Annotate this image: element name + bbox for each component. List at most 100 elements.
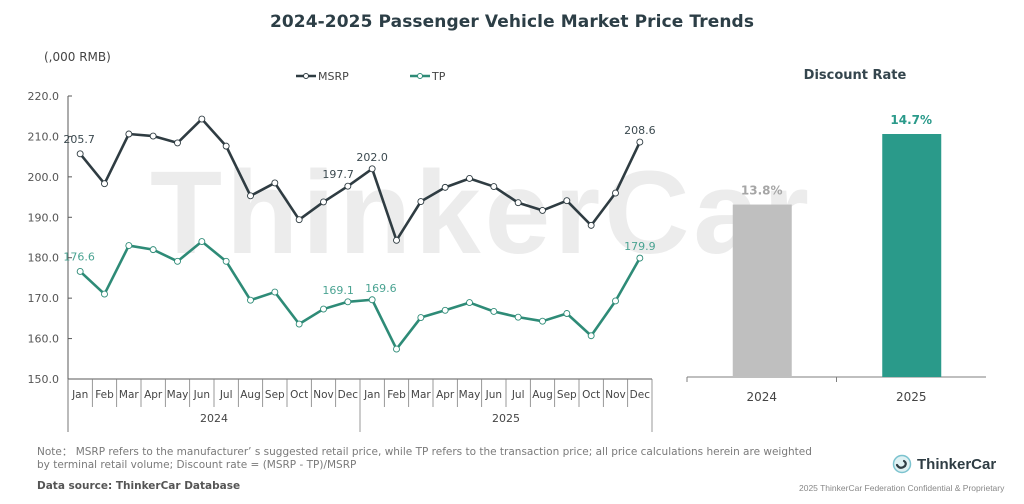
data-label: 169.6 (365, 282, 397, 295)
y-tick-label: 210.0 (28, 130, 60, 143)
legend-msrp-marker (303, 73, 309, 79)
x-tick-label: Jan (363, 389, 380, 401)
data-point (149, 246, 157, 254)
data-point (417, 198, 425, 205)
series-line-tp (79, 240, 641, 351)
data-point (368, 296, 376, 304)
x-tick-label: Dec (630, 389, 651, 401)
x-tick-label: Feb (95, 389, 114, 401)
data-point (514, 199, 522, 207)
legend-tp-marker (417, 73, 423, 79)
data-point (344, 182, 352, 190)
x-tick-label: Aug (240, 389, 261, 401)
data-point (101, 290, 108, 298)
data-label: 169.1 (322, 284, 354, 297)
series-line-msrp (79, 117, 642, 242)
x-tick-label: Oct (290, 389, 308, 401)
brand-name: ThinkerCar (917, 455, 997, 473)
bar-value-label: 13.8% (741, 184, 783, 198)
x-group-label: 2024 (200, 412, 228, 425)
data-point (125, 242, 133, 250)
data-label: 179.9 (624, 240, 656, 253)
data-point (466, 299, 473, 307)
data-point (563, 310, 571, 317)
data-point (222, 257, 230, 265)
x-tick-label: Jul (219, 389, 233, 401)
y-tick-label: 180.0 (28, 252, 60, 265)
data-point (393, 236, 400, 244)
y-axis-unit-label: (,000 RMB) (44, 50, 111, 64)
data-point (612, 189, 619, 197)
data-point (320, 305, 327, 313)
data-label: 208.6 (624, 124, 656, 137)
x-tick-label: Jul (511, 389, 525, 401)
x-tick-label: Mar (119, 389, 139, 401)
legend-item-msrp[interactable]: MSRP (296, 70, 349, 83)
legend-tp-label: TP (431, 70, 446, 83)
data-point (222, 142, 230, 150)
x-group-label: 2025 (492, 412, 520, 425)
data-label: 176.6 (63, 250, 95, 263)
bar-chart-title: Discount Rate (803, 68, 907, 83)
x-tick-label: Apr (144, 389, 163, 401)
x-tick-label: May (459, 389, 481, 401)
y-tick-label: 160.0 (28, 333, 60, 346)
data-point (587, 332, 595, 340)
y-tick-label: 150.0 (28, 373, 60, 386)
data-point (368, 165, 376, 173)
data-point (198, 115, 206, 123)
data-label: 205.7 (63, 133, 95, 146)
data-point (490, 183, 498, 191)
x-tick-label: Feb (387, 389, 406, 401)
data-point (563, 197, 571, 205)
data-point (76, 150, 84, 158)
legend-item-tp[interactable]: TP (410, 70, 446, 83)
confidential-notice: 2025 ThinkerCar Federation Confidential … (799, 483, 1005, 493)
data-point (271, 288, 279, 296)
chart-title: 2024-2025 Passenger Vehicle Market Price… (269, 12, 755, 32)
data-point (76, 268, 84, 275)
data-point (539, 206, 546, 214)
bar-layer: 13.8% 2024 14.7% 2025 (686, 113, 986, 404)
legend: MSRP TP (296, 70, 446, 83)
data-point (636, 254, 644, 262)
y-tick-label: 190.0 (28, 211, 60, 224)
data-point (198, 238, 206, 245)
x-tick-label: Apr (436, 389, 455, 401)
data-point (612, 297, 619, 305)
x-tick-label: Jun (485, 389, 502, 401)
data-point (344, 298, 352, 306)
x-tick-label: Mar (411, 389, 431, 401)
data-point (320, 198, 327, 206)
footnote: Note： MSRP refers to the manufacturer’ s… (37, 446, 812, 471)
data-label: 202.0 (356, 151, 388, 164)
bar-2025 (882, 134, 942, 377)
y-tick-label: 220.0 (28, 90, 60, 103)
data-point (125, 130, 133, 138)
x-tick-label: Jun (193, 389, 210, 401)
bar-category-label: 2024 (746, 390, 777, 404)
data-point (490, 308, 498, 315)
x-tick-label: Sep (265, 389, 285, 401)
y-axis: 150.0 160.0 170.0 180.0 190.0 200.0 210.0 220.0 (28, 90, 72, 432)
brand-logo: ThinkerCar (892, 454, 996, 474)
data-point (247, 192, 254, 200)
thinkercar-logo-icon (892, 454, 912, 474)
data-point (174, 139, 181, 147)
data-point (393, 345, 400, 353)
bar-value-label: 14.7% (890, 113, 932, 127)
data-point (247, 296, 254, 304)
data-point (295, 320, 303, 328)
legend-msrp-label: MSRP (318, 70, 349, 83)
y-tick-label: 170.0 (28, 292, 60, 305)
data-point (149, 132, 157, 140)
x-axis: Jan Feb Mar Apr May Jun Jul Aug Sep Oct Nov Dec Jan F… (67, 378, 653, 432)
data-point (514, 313, 522, 321)
series-tp: 176.6 169.1 169.6 179.9 (63, 238, 656, 353)
data-point (466, 175, 473, 182)
data-point (587, 221, 595, 229)
data-point (417, 314, 425, 321)
